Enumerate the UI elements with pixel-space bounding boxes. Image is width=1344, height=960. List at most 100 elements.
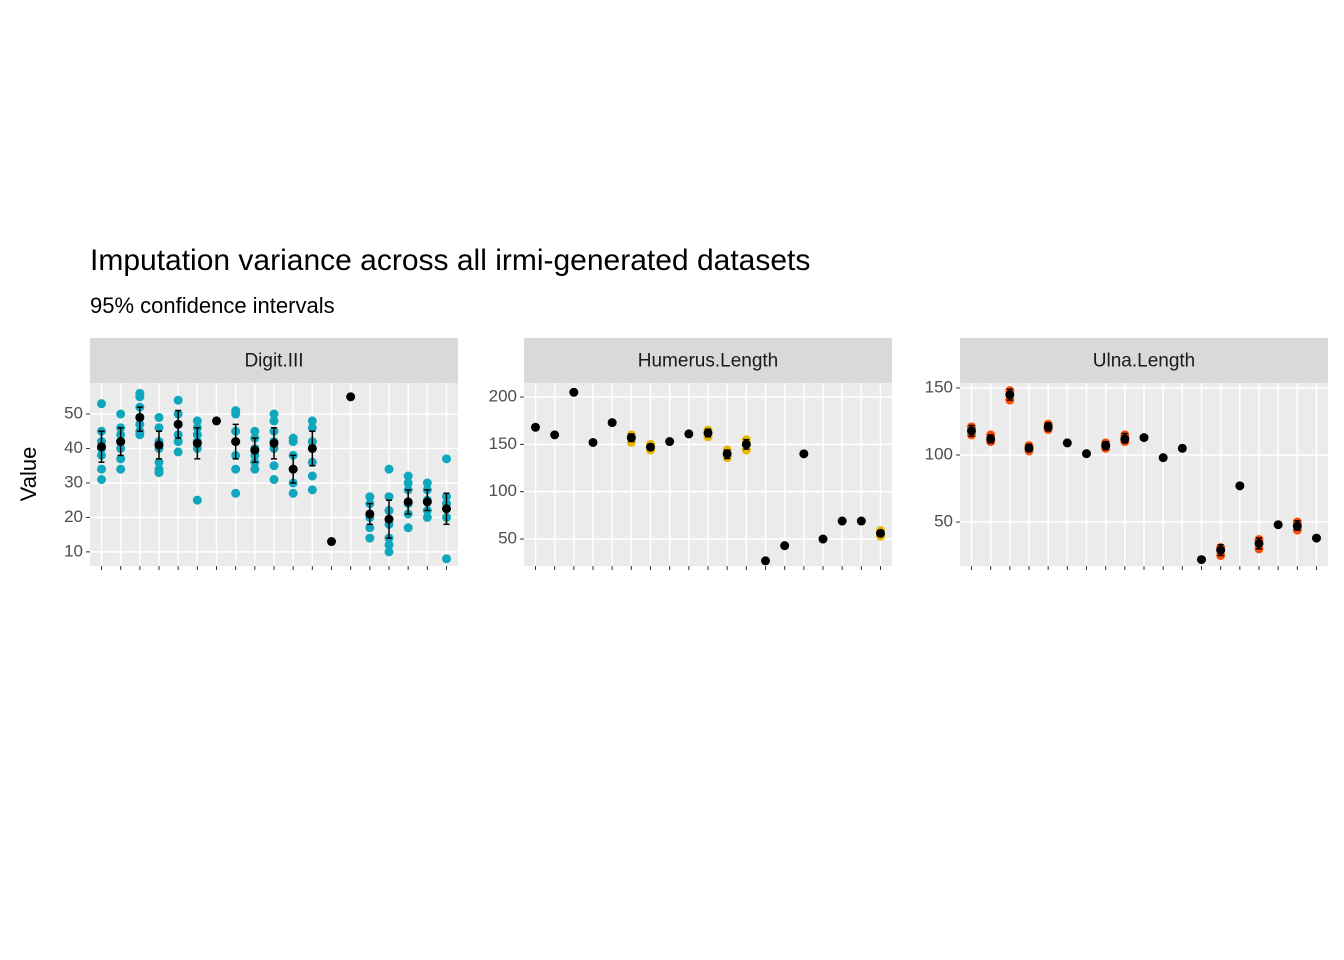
imputed-point <box>422 512 432 522</box>
mean-point <box>1082 449 1091 459</box>
imputed-point <box>384 464 394 474</box>
imputed-point <box>97 399 106 409</box>
imputed-point <box>403 523 413 533</box>
y-tick-label: 100 <box>489 481 517 500</box>
mean-point <box>818 534 828 544</box>
imputed-point <box>192 416 202 426</box>
imputed-point <box>365 492 375 502</box>
imputed-point <box>116 409 126 419</box>
chart-subtitle: 95% confidence intervals <box>90 293 335 318</box>
mean-point <box>403 497 413 507</box>
imputed-point <box>269 461 279 471</box>
mean-point <box>442 504 451 514</box>
imputed-point <box>307 423 317 433</box>
imputed-point <box>269 409 279 419</box>
mean-point <box>1062 438 1072 448</box>
mean-point <box>986 434 996 444</box>
y-tick-label: 100 <box>925 444 953 463</box>
mean-point <box>1120 434 1130 444</box>
mean-point <box>97 442 106 452</box>
imputed-point <box>116 454 126 464</box>
strip-background <box>524 338 892 383</box>
imputed-point <box>422 478 432 488</box>
mean-point <box>346 392 356 402</box>
imputed-point <box>154 468 164 478</box>
mean-point <box>288 464 298 474</box>
mean-point <box>684 429 694 439</box>
mean-point <box>780 541 790 551</box>
mean-point <box>1024 443 1034 453</box>
mean-point <box>422 497 432 507</box>
mean-point <box>327 537 336 547</box>
mean-point <box>665 437 675 447</box>
imputed-point <box>154 412 164 422</box>
imputed-point <box>231 464 241 474</box>
mean-point <box>569 387 579 397</box>
mean-point <box>250 445 260 455</box>
imputed-point <box>173 437 183 447</box>
mean-point <box>967 426 976 436</box>
mean-point <box>550 430 560 440</box>
y-tick-label: 200 <box>489 386 517 405</box>
mean-point <box>837 516 847 526</box>
strip-label: Ulna.Length <box>1093 351 1195 372</box>
imputed-point <box>307 416 317 426</box>
mean-point <box>799 449 809 459</box>
mean-point <box>269 438 279 448</box>
y-tick-label: 50 <box>934 512 953 531</box>
imputed-point <box>135 430 145 440</box>
mean-point <box>1235 481 1245 491</box>
imputed-point <box>231 409 241 419</box>
mean-point <box>626 433 636 443</box>
imputed-point <box>269 474 279 484</box>
imputed-point <box>250 426 260 436</box>
imputed-point <box>384 547 394 557</box>
imputed-point <box>173 395 183 405</box>
mean-point <box>761 556 770 566</box>
imputed-point <box>365 533 375 543</box>
imputed-point <box>288 437 298 447</box>
imputed-point <box>250 464 260 474</box>
mean-point <box>1101 441 1111 451</box>
imputed-point <box>288 488 298 498</box>
chart-title: Imputation variance across all irmi-gene… <box>90 244 810 277</box>
imputed-point <box>269 416 279 426</box>
imputed-point <box>154 423 164 433</box>
imputed-point <box>403 478 413 488</box>
imputed-point <box>154 457 164 467</box>
y-tick-label: 50 <box>64 404 83 423</box>
mean-point <box>1139 433 1149 443</box>
strip-background <box>90 338 458 383</box>
mean-point <box>365 509 375 519</box>
mean-point <box>1216 545 1226 555</box>
imputed-point <box>97 474 106 484</box>
y-tick-label: 50 <box>498 529 517 548</box>
imputed-point <box>307 471 317 481</box>
imputed-point <box>442 554 451 564</box>
mean-point <box>876 528 885 538</box>
y-tick-label: 30 <box>64 472 83 491</box>
y-tick-label: 150 <box>925 377 953 396</box>
strip-label: Humerus.Length <box>638 351 778 372</box>
mean-point <box>231 437 241 447</box>
imputed-point <box>384 492 394 502</box>
mean-point <box>384 514 394 524</box>
y-tick-label: 20 <box>64 507 83 526</box>
y-tick-label: 40 <box>64 438 83 457</box>
mean-point <box>741 439 751 449</box>
mean-point <box>173 419 183 429</box>
y-tick-label: 10 <box>64 541 83 560</box>
mean-point <box>607 418 617 428</box>
imputed-point <box>307 485 317 495</box>
imputed-point <box>192 495 202 505</box>
imputed-point <box>231 488 241 498</box>
strip-label: Digit.III <box>244 351 303 372</box>
imputed-point <box>135 392 145 402</box>
y-axis-label: Value <box>16 447 41 502</box>
mean-point <box>1254 538 1264 548</box>
mean-point <box>1292 521 1302 531</box>
mean-point <box>1158 453 1168 463</box>
mean-point <box>646 442 655 452</box>
mean-point <box>135 412 145 422</box>
